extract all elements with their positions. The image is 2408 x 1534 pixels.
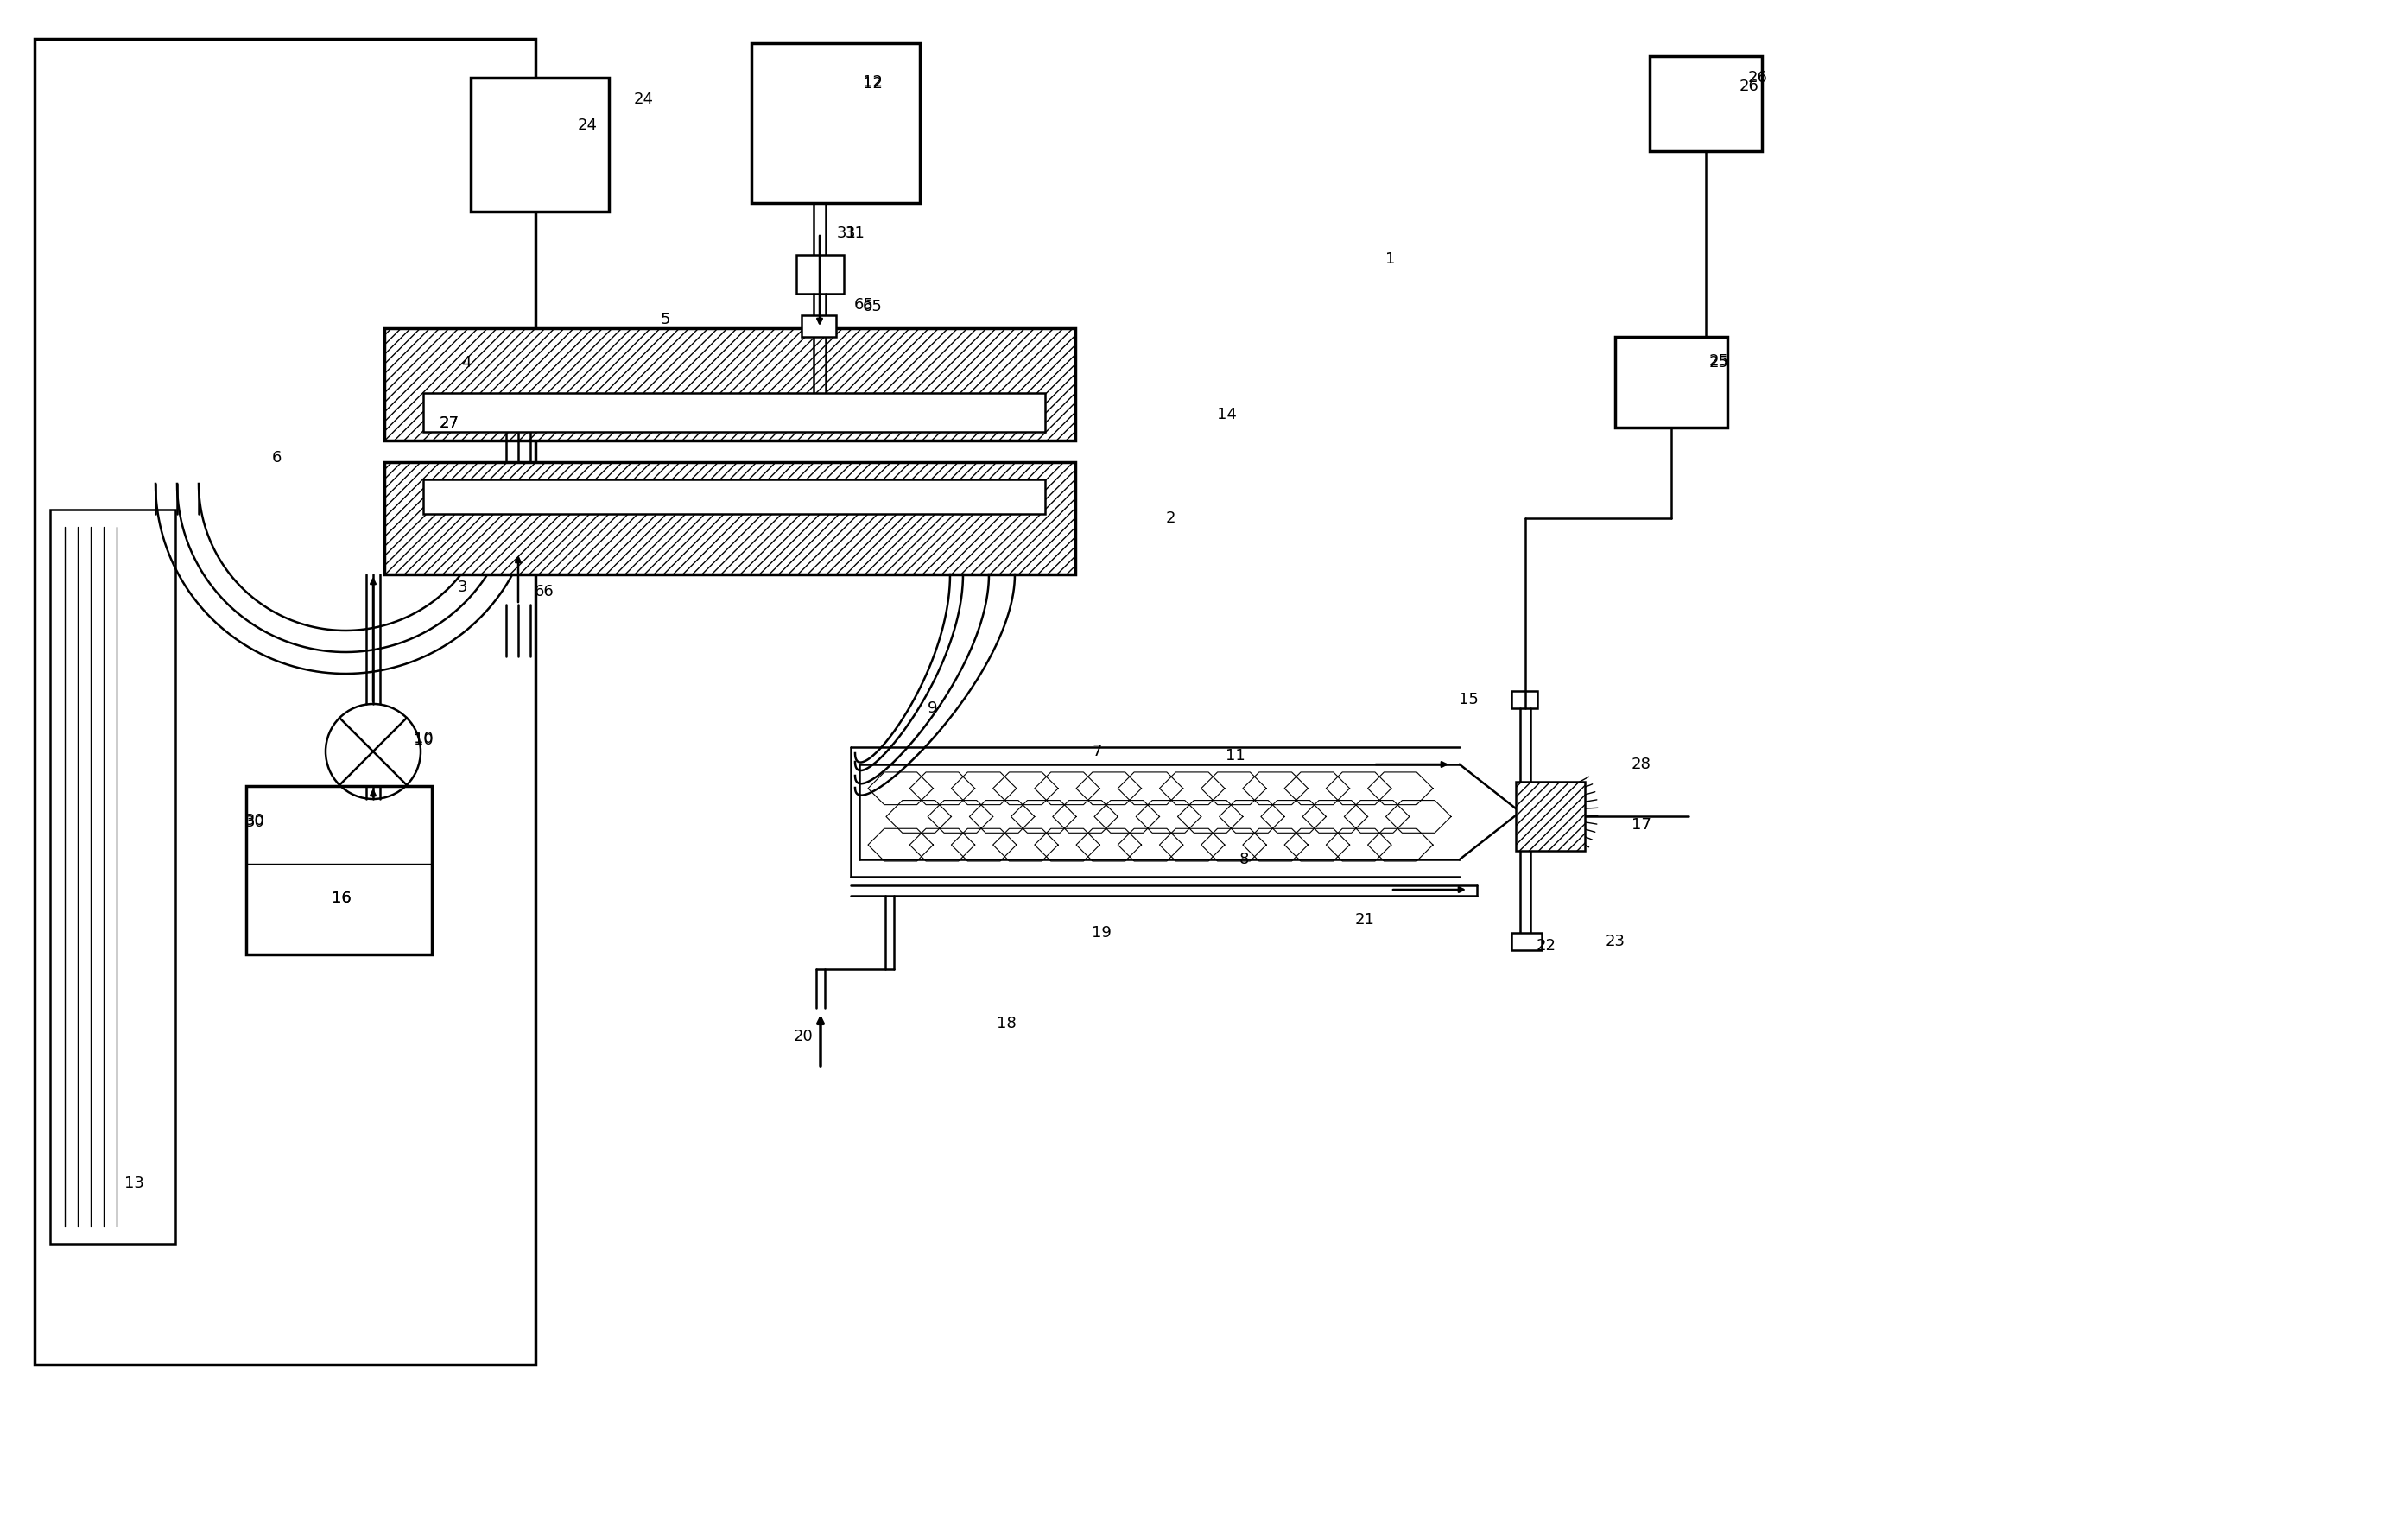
- Bar: [246, 785, 431, 954]
- Text: 12: 12: [862, 74, 881, 91]
- Text: 5: 5: [660, 311, 669, 327]
- Text: 25: 25: [1710, 353, 1729, 368]
- Bar: [34, 38, 535, 1365]
- Text: 26: 26: [1739, 78, 1758, 94]
- Text: 27: 27: [438, 416, 460, 431]
- Text: 8: 8: [1238, 851, 1250, 867]
- Text: 18: 18: [997, 1016, 1016, 1031]
- Bar: [51, 509, 176, 1244]
- Bar: [797, 255, 843, 293]
- Text: 26: 26: [1748, 71, 1767, 86]
- Text: 6: 6: [272, 449, 282, 465]
- Text: 3: 3: [458, 580, 467, 595]
- Text: 9: 9: [927, 701, 937, 716]
- Bar: [1616, 337, 1727, 428]
- Text: 15: 15: [1459, 692, 1479, 707]
- Bar: [802, 316, 836, 337]
- Text: 17: 17: [1630, 818, 1652, 833]
- Text: 13: 13: [123, 1175, 144, 1190]
- Text: 22: 22: [1536, 937, 1556, 954]
- Text: 28: 28: [1630, 756, 1652, 772]
- Text: 14: 14: [1216, 407, 1235, 422]
- Text: 21: 21: [1356, 913, 1375, 928]
- Bar: [1512, 690, 1536, 709]
- Text: 30: 30: [246, 815, 265, 830]
- Text: 65: 65: [855, 298, 874, 313]
- Bar: [1649, 57, 1763, 152]
- Text: 30: 30: [246, 813, 265, 828]
- Bar: [470, 480, 563, 552]
- Bar: [1512, 933, 1541, 950]
- Text: 23: 23: [1606, 934, 1625, 950]
- Text: 65: 65: [862, 299, 881, 314]
- Text: 12: 12: [862, 77, 881, 92]
- Text: 10: 10: [414, 730, 433, 746]
- Bar: [1515, 782, 1584, 851]
- Text: 27: 27: [438, 416, 460, 431]
- Text: 66: 66: [535, 584, 554, 600]
- Text: 10: 10: [414, 732, 433, 749]
- Text: 19: 19: [1091, 925, 1110, 940]
- Text: 20: 20: [792, 1029, 814, 1045]
- Text: 16: 16: [332, 891, 352, 907]
- Text: 31: 31: [845, 225, 864, 241]
- Text: 24: 24: [578, 118, 597, 133]
- Bar: [751, 43, 920, 202]
- Text: 1: 1: [1385, 252, 1397, 267]
- Text: 7: 7: [1091, 744, 1103, 759]
- Text: 4: 4: [462, 354, 472, 371]
- Text: 31: 31: [836, 225, 857, 241]
- Bar: [385, 462, 1076, 574]
- Text: 16: 16: [332, 891, 352, 907]
- Text: 24: 24: [633, 92, 653, 107]
- Text: 25: 25: [1710, 354, 1729, 371]
- Text: 2: 2: [1165, 511, 1175, 526]
- Bar: [424, 393, 1045, 433]
- Text: 11: 11: [1226, 749, 1245, 764]
- Bar: [424, 480, 1045, 514]
- Bar: [470, 78, 609, 212]
- Bar: [385, 328, 1076, 440]
